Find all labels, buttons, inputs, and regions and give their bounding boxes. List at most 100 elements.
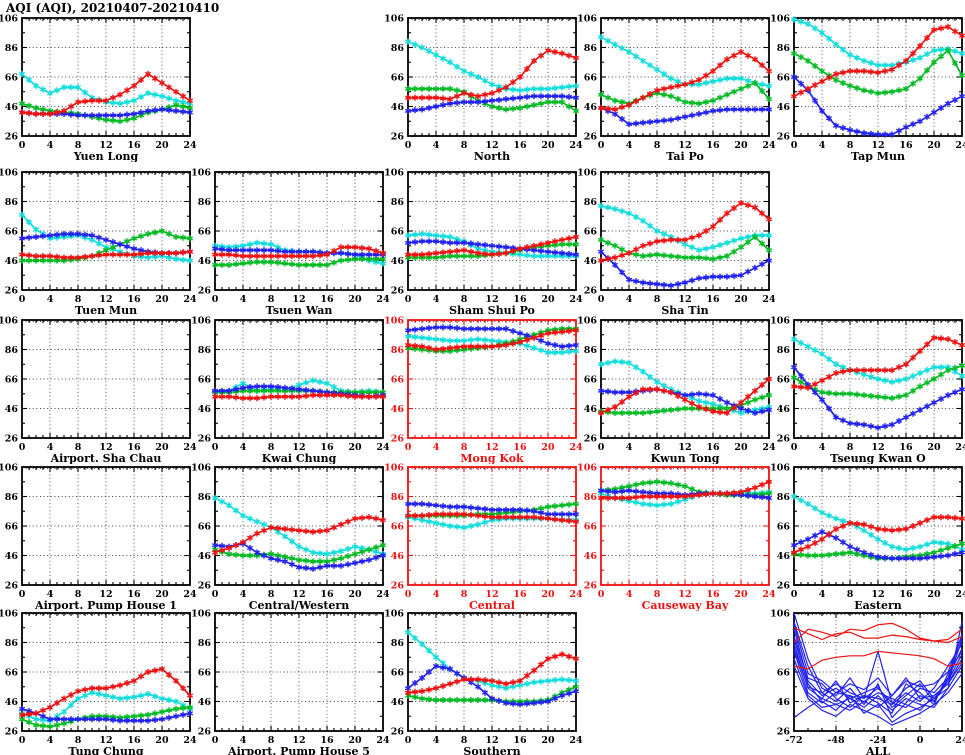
station-label: Central/Western	[249, 599, 349, 611]
y-tick-label: 106	[384, 316, 404, 327]
x-tick-label: 0	[405, 442, 412, 453]
x-tick-label: 16	[127, 735, 141, 746]
x-tick-label: 16	[513, 442, 527, 453]
y-tick-label: 46	[777, 697, 791, 708]
x-tick-label: -24	[869, 735, 887, 746]
y-tick-label: 26	[5, 727, 19, 738]
x-tick-label: 0	[212, 735, 219, 746]
y-tick-label: 66	[198, 668, 212, 679]
x-tick-label: 12	[99, 442, 112, 453]
y-tick-label: 46	[391, 551, 405, 562]
series-green-markers	[597, 233, 773, 263]
y-tick-label: 86	[777, 638, 791, 649]
y-tick-label: 86	[584, 492, 598, 503]
chart-canvas: 26 46 66 86 106 0 4 8 12 16 20 24 Southern	[384, 609, 583, 755]
series-red-markers	[404, 47, 580, 103]
x-tick-label: 8	[654, 442, 661, 453]
x-tick-label: 20	[155, 140, 169, 151]
chart-canvas: 26 46 66 86 106 0 4 8 12 16 20 24 Yuen Long	[0, 14, 197, 163]
x-tick-label: 16	[127, 442, 141, 453]
x-tick-label: 0	[598, 140, 605, 151]
y-tick-label: 26	[198, 581, 212, 592]
y-tick-label: 26	[391, 132, 405, 143]
y-tick-label: 26	[777, 727, 791, 738]
y-tick-label: 46	[391, 697, 405, 708]
x-tick-label: 16	[320, 442, 334, 453]
x-tick-label: 24	[569, 442, 583, 453]
y-tick-label: 106	[0, 609, 18, 620]
x-tick-label: 24	[762, 442, 776, 453]
y-tick-label: 106	[384, 168, 404, 179]
station-label: Airport. Pump House 1	[34, 599, 177, 611]
x-tick-label: 8	[75, 140, 82, 151]
y-tick-label: 46	[198, 551, 212, 562]
y-tick-label: 46	[5, 551, 19, 562]
series-red-markers	[18, 70, 194, 117]
x-tick-label: 24	[955, 735, 965, 746]
y-tick-label: 26	[777, 581, 791, 592]
y-tick-label: 66	[5, 227, 19, 238]
y-tick-label: 26	[391, 727, 405, 738]
series-red-markers	[18, 248, 194, 261]
y-tick-label: 26	[198, 434, 212, 445]
x-tick-label: 24	[376, 589, 390, 600]
x-tick-label: 4	[626, 294, 633, 305]
y-tick-label: 66	[777, 73, 791, 84]
chart-tai-po: 26 46 66 86 106 0 4 8 12 16 20 24 Tai Po	[577, 10, 797, 163]
y-tick-label: 26	[391, 581, 405, 592]
x-tick-label: 12	[485, 735, 498, 746]
x-tick-label: 12	[99, 589, 112, 600]
x-tick-label: 4	[433, 735, 440, 746]
x-tick-label: 16	[706, 140, 720, 151]
x-tick-label: 8	[461, 442, 468, 453]
series-blue-line	[793, 662, 963, 719]
chart-canvas: 26 46 66 86 106 0 4 8 12 16 20 24 Sham Shui Po	[384, 168, 583, 317]
chart-canvas: 26 46 66 86 106 0 4 8 12 16 20 24 Tuen Mun	[0, 168, 197, 317]
chart-tung-chung: 26 46 66 86 106 0 4 8 12 16 20 24 Tung Chung	[0, 605, 218, 755]
series-blue-markers	[404, 93, 580, 114]
series-red-line	[21, 668, 191, 716]
y-tick-label: 86	[391, 492, 405, 503]
x-tick-label: 20	[155, 735, 169, 746]
x-tick-label: 8	[654, 140, 661, 151]
series-cyan-markers	[597, 202, 773, 254]
x-tick-label: 20	[927, 140, 941, 151]
y-tick-label: 66	[5, 73, 19, 84]
x-tick-label: 4	[626, 589, 633, 600]
x-tick-label: 24	[762, 589, 776, 600]
series-cyan-markers	[404, 38, 580, 94]
y-tick-label: 46	[5, 404, 19, 415]
y-tick-label: 46	[391, 102, 405, 113]
y-tick-label: 66	[584, 375, 598, 386]
x-tick-label: 12	[678, 140, 691, 151]
x-tick-label: 20	[348, 442, 362, 453]
y-tick-label: 26	[198, 727, 212, 738]
x-tick-label: 8	[461, 140, 468, 151]
y-tick-label: 46	[5, 697, 19, 708]
x-tick-label: 12	[485, 294, 498, 305]
x-tick-label: 24	[569, 735, 583, 746]
y-tick-label: 66	[391, 522, 405, 533]
chart-canvas: 26 46 66 86 106 0 4 8 12 16 20 24 Eastern	[770, 463, 965, 611]
x-tick-label: 0	[212, 589, 219, 600]
x-tick-label: 12	[485, 442, 498, 453]
y-tick-label: 86	[391, 197, 405, 208]
y-tick-label: 46	[777, 102, 791, 113]
series-red-line	[793, 650, 963, 670]
series-blue-line	[793, 624, 963, 697]
chart-airport-sha-chau: 26 46 66 86 106 0 4 8 12 16 20 24 Airport. Sha Chau	[0, 312, 218, 465]
x-tick-label: 0	[405, 140, 412, 151]
x-tick-label: 16	[706, 589, 720, 600]
x-tick-label: 16	[127, 294, 141, 305]
x-tick-label: 16	[899, 140, 913, 151]
series-red-markers	[211, 514, 387, 556]
y-tick-label: 106	[0, 463, 18, 474]
x-tick-label: 24	[183, 442, 197, 453]
y-tick-label: 106	[0, 316, 18, 327]
y-tick-label: 46	[391, 256, 405, 267]
x-tick-label: 16	[899, 442, 913, 453]
series-blue-line	[793, 636, 963, 709]
series-blue-line	[793, 665, 963, 726]
y-tick-label: 46	[584, 404, 598, 415]
series-blue-line	[793, 648, 963, 709]
